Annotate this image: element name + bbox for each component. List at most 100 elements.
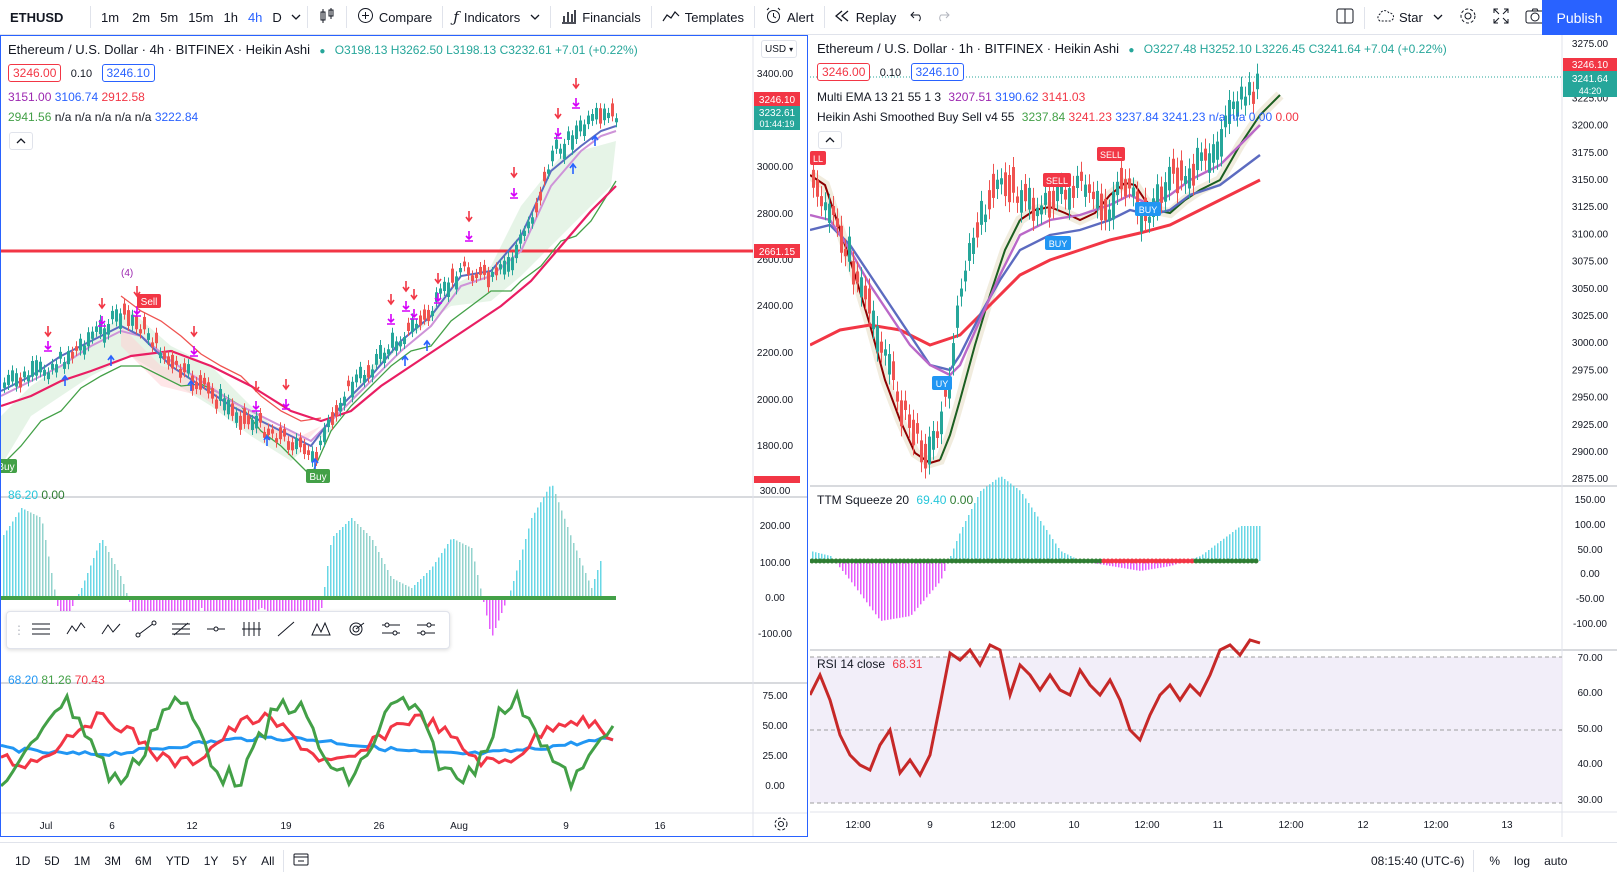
squeeze-bar — [3, 535, 5, 598]
squeeze-bar — [339, 530, 341, 598]
range-6m[interactable]: 6M — [128, 854, 159, 868]
publish-button[interactable]: Publish — [1542, 0, 1617, 35]
candle-body — [135, 316, 138, 330]
ask-price[interactable]: 3246.10 — [911, 63, 964, 81]
chevron-down-icon[interactable] — [287, 0, 305, 35]
collapse-legend-button[interactable] — [818, 131, 842, 149]
compare-button[interactable]: Compare — [349, 0, 440, 35]
range-1d[interactable]: 1D — [8, 854, 37, 868]
fullscreen-button[interactable] — [1485, 0, 1517, 35]
interval-1h[interactable]: 1h — [218, 0, 242, 35]
chart-canvas-1h[interactable]: LL SELL SELL BUY BUY UY 3275.003250.0032… — [810, 35, 1617, 837]
candle-body — [227, 400, 230, 415]
squeeze-bar — [962, 527, 964, 561]
undo-button[interactable] — [904, 0, 930, 35]
bid-price[interactable]: 3246.00 — [817, 63, 870, 81]
candle-body — [431, 311, 434, 316]
redo-button[interactable] — [930, 0, 956, 35]
line-tool[interactable] — [270, 616, 301, 644]
chart-pane-4h[interactable]: Sell Buy Buy (4) 3400.003200.003000.0028… — [0, 35, 808, 837]
star-button[interactable]: Star — [1367, 0, 1451, 35]
clock-timezone[interactable]: 08:15:40 (UTC-6) — [1364, 854, 1471, 868]
squeeze-bar — [992, 482, 994, 561]
price-tick-label: 2400.00 — [757, 301, 794, 312]
financials-button[interactable]: Financials — [553, 0, 649, 35]
squeeze-bar — [345, 524, 347, 598]
fib-tool[interactable] — [165, 616, 196, 644]
settings-button[interactable] — [1451, 0, 1485, 35]
candle-body — [816, 180, 819, 196]
percent-scale-toggle[interactable]: % — [1482, 854, 1507, 868]
range-1y[interactable]: 1Y — [197, 854, 226, 868]
divider — [651, 6, 652, 28]
magenta-arrow-icon — [465, 231, 473, 241]
bid-ask-4h: 3246.00 0.10 3246.10 — [8, 64, 155, 82]
candle-body — [1160, 187, 1163, 203]
interval-1m[interactable]: 1m — [93, 0, 127, 35]
currency-selector[interactable]: USD ▾ — [761, 40, 797, 58]
collapse-legend-button[interactable] — [9, 132, 33, 150]
candle-body — [1240, 87, 1243, 100]
squeeze-bar — [588, 581, 590, 599]
bid-price[interactable]: 3246.00 — [8, 64, 61, 82]
pattern-tool[interactable] — [305, 616, 336, 644]
interval-15m[interactable]: 15m — [183, 0, 218, 35]
range-ytd[interactable]: YTD — [159, 854, 197, 868]
indicator-values-na: n/a n/a n/a n/a n/a — [55, 110, 152, 124]
candle-body — [307, 450, 310, 455]
date-range-button[interactable] — [286, 852, 316, 869]
squeeze-tick-label: 0.00 — [1580, 569, 1600, 580]
squeeze-bar — [27, 511, 29, 598]
chart-pane-1h[interactable]: LL SELL SELL BUY BUY UY 3275.003250.0032… — [810, 35, 1617, 837]
chart-settings-button[interactable] — [773, 816, 789, 835]
price-tick-label: 3000.00 — [757, 162, 794, 173]
auto-scale-toggle[interactable]: auto — [1537, 854, 1574, 868]
rsi-indicator-label: RSI 14 close — [817, 657, 885, 671]
squeeze-bar — [1019, 490, 1021, 561]
ema-value-2: 3190.62 — [995, 90, 1038, 104]
horizontal-ray-tool[interactable] — [200, 616, 231, 644]
channel-tool[interactable] — [375, 616, 406, 644]
chart-canvas-4h[interactable]: Sell Buy Buy (4) 3400.003200.003000.0028… — [1, 36, 807, 836]
range-3m[interactable]: 3M — [97, 854, 128, 868]
range-5d[interactable]: 5D — [37, 854, 66, 868]
vertical-lines-tool[interactable] — [235, 616, 266, 644]
ohlc-low: L3226.45 — [1255, 42, 1305, 56]
indicators-button[interactable]: ƒ Indicators — [445, 0, 548, 35]
divider — [307, 6, 308, 28]
range-5y[interactable]: 5Y — [225, 854, 254, 868]
templates-button[interactable]: Templates — [654, 0, 752, 35]
squeeze-bar — [965, 521, 967, 561]
magenta-arrow-icon — [510, 188, 518, 198]
symbol-search[interactable]: ETHUSD — [0, 0, 88, 35]
interval-5m[interactable]: 5m — [155, 0, 183, 35]
rsi-value-1: 68.20 — [8, 673, 38, 687]
chart-type-button[interactable] — [310, 0, 344, 35]
ema-value-3: 2912.58 — [101, 90, 144, 104]
squeeze-bar — [399, 582, 401, 598]
candle-body — [527, 222, 530, 229]
chart-title: Ethereum / U.S. Dollar · 1h · BITFINEX ·… — [817, 41, 1119, 56]
interval-4h[interactable]: 4h — [243, 0, 267, 35]
trend-line-tool[interactable] — [130, 616, 161, 644]
squeeze-bar — [369, 536, 371, 598]
alert-button[interactable]: Alert — [757, 0, 822, 35]
layout-button[interactable] — [1328, 0, 1362, 35]
interval-2m[interactable]: 2m — [127, 0, 155, 35]
drag-handle-icon[interactable]: ⋮ — [13, 623, 21, 637]
fib-spiral-tool[interactable] — [340, 616, 371, 644]
range-all[interactable]: All — [254, 854, 281, 868]
horizontal-lines-tool[interactable] — [25, 616, 56, 644]
ema-value-1: 3151.00 — [8, 90, 51, 104]
range-1m[interactable]: 1M — [67, 854, 98, 868]
abc-pattern-tool[interactable] — [95, 616, 126, 644]
interval-d[interactable]: D — [267, 0, 286, 35]
elliott-wave-tool[interactable] — [60, 616, 91, 644]
time-tick-label: 10 — [1068, 820, 1080, 831]
replay-button[interactable]: Replay — [827, 0, 904, 35]
divider — [754, 6, 755, 28]
log-scale-toggle[interactable]: log — [1507, 854, 1537, 868]
settings-lines-tool[interactable] — [410, 616, 441, 644]
ask-price[interactable]: 3246.10 — [102, 64, 155, 82]
